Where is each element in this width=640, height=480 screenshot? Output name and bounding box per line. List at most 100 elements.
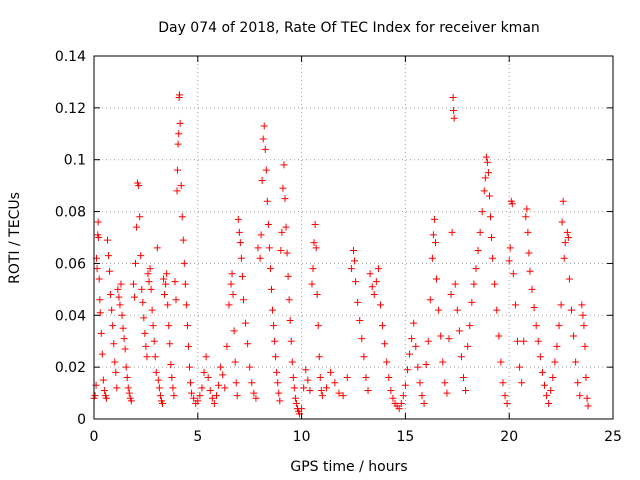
data-point	[468, 298, 476, 306]
data-point	[487, 213, 495, 221]
data-point	[399, 392, 407, 400]
data-point	[524, 228, 532, 236]
data-point	[339, 392, 347, 400]
data-point	[161, 291, 169, 299]
data-point	[460, 374, 468, 382]
data-point	[540, 381, 548, 389]
data-point	[110, 340, 118, 348]
data-point	[495, 332, 503, 340]
data-point	[228, 270, 236, 278]
data-point	[133, 223, 141, 231]
data-point	[171, 278, 179, 286]
data-point	[176, 119, 184, 127]
data-point	[239, 296, 247, 304]
data-point	[538, 368, 546, 376]
data-point	[135, 182, 143, 190]
data-point	[242, 319, 250, 327]
data-point	[204, 374, 212, 382]
data-point	[354, 298, 362, 306]
data-point	[561, 239, 569, 247]
data-point	[462, 386, 470, 394]
data-point	[200, 368, 208, 376]
data-point	[118, 311, 126, 319]
data-point	[93, 265, 101, 273]
data-point	[516, 363, 524, 371]
data-point	[115, 293, 123, 301]
data-point	[316, 374, 324, 382]
data-point	[410, 319, 418, 327]
data-point	[138, 285, 146, 293]
data-point	[198, 384, 206, 392]
data-point	[414, 363, 422, 371]
data-point	[379, 322, 387, 330]
data-point	[182, 301, 190, 309]
data-point	[141, 329, 149, 337]
data-point	[532, 322, 540, 330]
data-point	[95, 275, 103, 283]
data-point	[286, 316, 294, 324]
data-point	[389, 394, 397, 402]
x-tick-label: 0	[90, 429, 99, 445]
data-point	[449, 93, 457, 101]
data-point	[285, 296, 293, 304]
data-point	[383, 358, 391, 366]
data-point	[547, 386, 555, 394]
data-point	[234, 215, 242, 223]
data-point	[124, 384, 132, 392]
data-point	[564, 234, 572, 241]
data-point	[472, 265, 480, 273]
data-point	[347, 265, 355, 273]
data-point	[331, 379, 339, 387]
data-point	[266, 265, 274, 273]
data-point	[508, 200, 516, 208]
data-point	[221, 384, 229, 392]
data-point	[311, 221, 319, 229]
data-point	[420, 399, 428, 407]
data-point	[212, 392, 220, 400]
data-point	[190, 394, 198, 402]
data-point	[270, 322, 278, 330]
data-point	[112, 368, 120, 376]
data-point	[267, 285, 275, 293]
data-point	[447, 291, 455, 299]
data-point	[304, 376, 312, 384]
data-point	[570, 332, 578, 340]
data-point	[450, 106, 458, 114]
data-point	[146, 265, 154, 273]
data-point	[360, 353, 368, 361]
data-point	[246, 363, 254, 371]
data-point	[196, 392, 204, 400]
data-point	[263, 197, 271, 205]
data-point	[152, 368, 160, 376]
data-point	[173, 166, 181, 174]
data-point	[385, 374, 393, 382]
data-point	[289, 374, 297, 382]
data-point	[107, 291, 115, 299]
data-point	[232, 379, 240, 387]
data-point	[584, 402, 592, 410]
data-point	[185, 363, 193, 371]
data-point	[493, 306, 501, 314]
data-point	[130, 293, 138, 301]
data-point	[106, 267, 114, 275]
data-point	[153, 244, 161, 252]
data-point	[292, 399, 300, 407]
data-point	[397, 399, 405, 407]
data-point	[406, 350, 414, 358]
data-point	[123, 374, 131, 382]
data-point	[455, 327, 463, 335]
data-point	[501, 392, 509, 400]
data-point	[314, 322, 322, 330]
data-point	[147, 285, 155, 293]
data-point	[481, 174, 489, 182]
data-point	[188, 389, 196, 397]
data-point	[352, 278, 360, 286]
data-point	[165, 322, 173, 330]
data-point	[441, 379, 449, 387]
data-point	[445, 335, 453, 343]
data-point	[437, 332, 445, 340]
data-point	[522, 213, 530, 221]
data-point	[176, 91, 184, 99]
y-tick-label: 0.12	[55, 101, 86, 117]
